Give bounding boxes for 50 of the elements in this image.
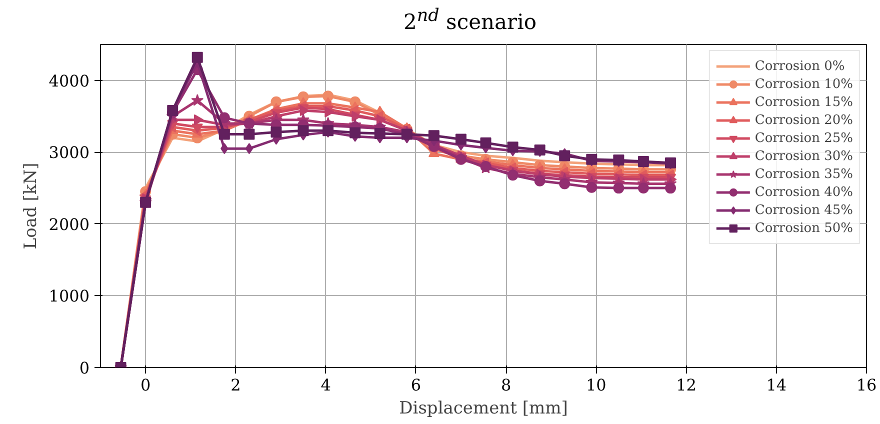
point xyxy=(664,182,676,194)
point xyxy=(194,114,204,126)
y-tick-label: 4000 xyxy=(48,71,90,90)
legend-label: Corrosion 10% xyxy=(754,76,853,93)
point xyxy=(534,175,546,186)
point xyxy=(455,134,466,145)
point xyxy=(586,182,598,193)
y-tick-label: 1000 xyxy=(48,286,90,306)
y-tick-label: 3000 xyxy=(48,143,90,162)
y-axis-title: Load [kN] xyxy=(20,162,41,250)
x-tick-label: 0 xyxy=(140,376,151,394)
point xyxy=(218,112,230,124)
y-tick-label: 2000 xyxy=(48,214,90,234)
point xyxy=(613,182,624,194)
point xyxy=(300,105,310,116)
point xyxy=(298,125,309,136)
point xyxy=(559,178,570,190)
point xyxy=(191,94,204,106)
legend-label: Corrosion 35% xyxy=(754,166,853,183)
point xyxy=(270,126,282,138)
x-tick-label: 10 xyxy=(586,376,606,394)
point xyxy=(350,127,361,138)
point xyxy=(374,128,386,140)
point xyxy=(507,142,518,153)
x-tick-label: 2 xyxy=(230,376,241,394)
x-tick-label: 6 xyxy=(410,376,422,394)
x-tick-label: 4 xyxy=(320,376,331,394)
point xyxy=(638,182,649,194)
point xyxy=(507,170,518,181)
point xyxy=(245,143,254,154)
x-tick-label: 14 xyxy=(766,376,787,394)
x-tick-label: 12 xyxy=(676,376,696,394)
legend-label: Corrosion 30% xyxy=(754,148,853,165)
chart-title: 2$^{nd}$ scenario xyxy=(404,5,536,36)
point xyxy=(428,130,440,142)
legend-label: Corrosion 15% xyxy=(754,94,853,111)
x-axis-title: Displacement [mm] xyxy=(399,398,568,418)
x-tick-label: 8 xyxy=(500,376,512,394)
point xyxy=(218,128,230,140)
legend-label: Corrosion 25% xyxy=(754,130,853,147)
x-tick-label: 16 xyxy=(856,376,877,394)
y-tick-label: 0 xyxy=(79,358,90,378)
legend-label: Corrosion 50% xyxy=(754,220,853,237)
point xyxy=(192,52,203,63)
legend-label: Corrosion 0% xyxy=(754,58,845,75)
point xyxy=(244,128,255,140)
point xyxy=(480,137,492,148)
legend-label: Corrosion 20% xyxy=(754,112,853,129)
legend-label: Corrosion 40% xyxy=(754,184,853,201)
legend-label: Corrosion 45% xyxy=(754,202,853,219)
